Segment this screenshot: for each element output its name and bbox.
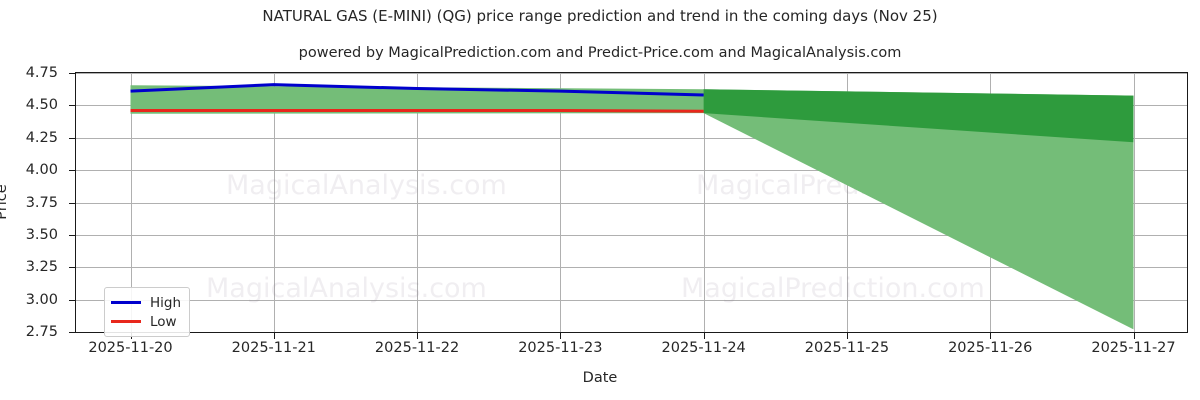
x-tick-label: 2025-11-21 [231, 340, 316, 356]
x-tick-label: 2025-11-20 [88, 340, 173, 356]
gridline-vertical [131, 73, 132, 332]
y-tick-mark [69, 267, 75, 268]
gridline-horizontal [76, 138, 1187, 139]
chart-subtitle: powered by MagicalPrediction.com and Pre… [298, 45, 902, 61]
legend-swatch-high [111, 301, 141, 304]
gridline-horizontal [76, 203, 1187, 204]
y-tick-label: 4.50 [25, 97, 58, 114]
gridline-horizontal [76, 267, 1187, 268]
gridline-horizontal [76, 235, 1187, 236]
x-tick-mark [1134, 333, 1135, 339]
outer-range-band [130, 85, 1134, 330]
x-tick-label: 2025-11-25 [804, 340, 890, 356]
y-tick-mark [69, 170, 75, 171]
series-line-low [131, 111, 704, 112]
plot-area: MagicalAnalysis.comMagicalPrediction.com… [75, 72, 1188, 333]
legend-label: High [150, 294, 182, 311]
y-tick-mark [69, 332, 75, 333]
y-tick-label: 3.25 [25, 259, 58, 276]
gridline-vertical [847, 73, 848, 332]
gridline-horizontal [76, 332, 1187, 333]
series-line-high [131, 85, 704, 95]
gridline-horizontal [76, 170, 1187, 171]
inner-range-band [703, 89, 1134, 143]
x-tick-label: 2025-11-23 [518, 340, 603, 356]
gridline-vertical [560, 73, 561, 332]
chart-legend[interactable]: High Low [104, 287, 191, 337]
x-tick-label: 2025-11-26 [948, 340, 1033, 356]
y-tick-mark [69, 73, 75, 74]
y-tick-label: 4.00 [25, 162, 58, 179]
y-tick-mark [69, 300, 75, 301]
x-tick-mark [274, 333, 275, 339]
gridline-vertical [274, 73, 275, 332]
y-tick-label: 3.75 [25, 194, 58, 211]
y-tick-label: 3.50 [25, 226, 58, 243]
x-tick-label: 2025-11-27 [1091, 340, 1176, 356]
series-layer [76, 73, 1134, 330]
chart-title: NATURAL GAS (E-MINI) (QG) price range pr… [262, 7, 938, 25]
y-tick-mark [69, 138, 75, 139]
x-tick-label: 2025-11-24 [661, 340, 746, 356]
gridline-vertical [417, 73, 418, 332]
legend-swatch-low [111, 320, 141, 323]
x-tick-mark [990, 333, 991, 339]
legend-label: Low [150, 313, 177, 330]
y-tick-mark [69, 203, 75, 204]
gridline-horizontal [76, 300, 1187, 301]
x-tick-label: 2025-11-22 [374, 340, 460, 356]
y-tick-label: 4.75 [25, 65, 58, 81]
y-tick-label: 3.00 [25, 291, 58, 308]
legend-item-high[interactable]: High [111, 293, 181, 312]
x-tick-mark [417, 333, 418, 339]
gridline-vertical [1134, 73, 1135, 332]
x-tick-mark [560, 333, 561, 339]
y-tick-mark [69, 235, 75, 236]
gridline-vertical [704, 73, 705, 332]
x-tick-mark [704, 333, 705, 339]
legend-item-low[interactable]: Low [111, 312, 181, 331]
y-tick-label: 4.25 [25, 129, 58, 146]
gridline-horizontal [76, 73, 1187, 74]
y-tick-label: 2.75 [25, 324, 58, 340]
x-axis-label: Date [582, 370, 618, 386]
x-tick-mark [847, 333, 848, 339]
y-tick-mark [69, 105, 75, 106]
